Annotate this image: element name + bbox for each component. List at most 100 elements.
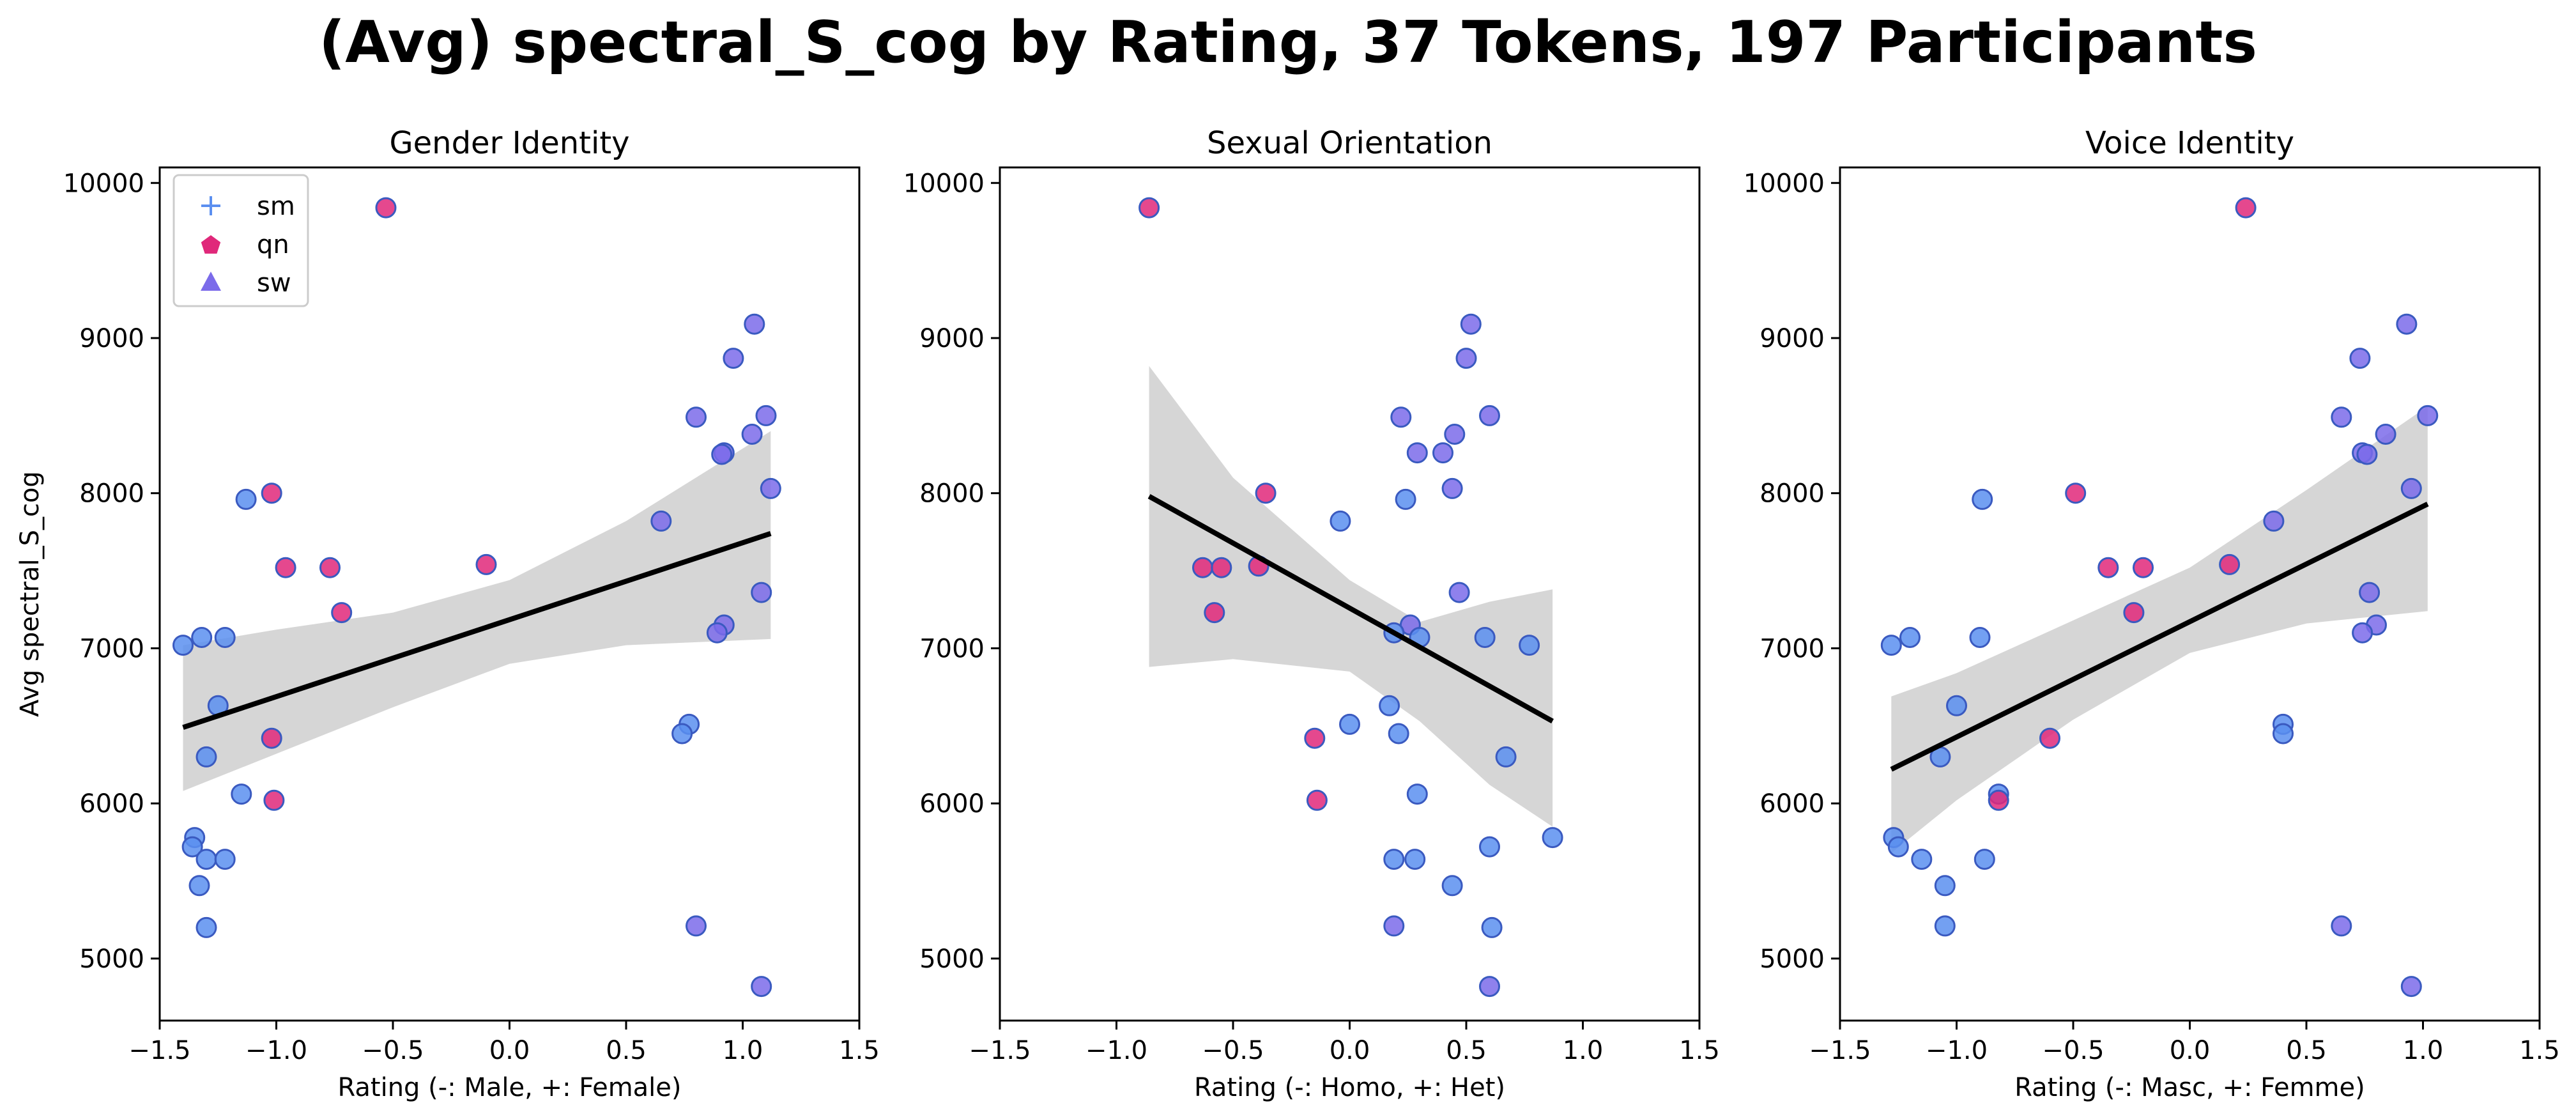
data-point-qn — [1306, 789, 1328, 811]
data-point-sm — [172, 635, 194, 656]
x-tick-label: −0.5 — [362, 1036, 424, 1065]
data-point-sw — [2400, 477, 2422, 499]
data-point-sm — [1934, 915, 1956, 937]
x-tick-label: 0.0 — [489, 1036, 530, 1065]
x-tick-label: −1.5 — [969, 1036, 1031, 1065]
data-point-sw — [723, 348, 744, 369]
data-point-sm — [191, 627, 213, 648]
y-tick-label: 9000 — [919, 324, 985, 353]
data-point-qn — [2039, 727, 2060, 749]
data-point-sm — [1406, 783, 1428, 805]
data-point-qn — [261, 727, 282, 749]
y-tick-label: 7000 — [919, 634, 985, 663]
y-tick-label: 8000 — [79, 479, 144, 509]
x-tick-label: 1.5 — [2519, 1036, 2560, 1065]
data-point-qn — [1138, 197, 1160, 219]
data-point-sw — [2331, 915, 2352, 937]
data-point-qn — [261, 482, 282, 504]
data-point-sw — [2375, 424, 2396, 445]
data-point-sw — [2400, 976, 2422, 998]
data-point-sm — [214, 627, 236, 648]
data-point-qn — [1255, 482, 1276, 504]
x-tick-label: −0.5 — [1202, 1036, 1264, 1065]
data-point-sm — [1379, 695, 1400, 716]
data-point-sw — [2356, 444, 2378, 465]
regression-line — [1890, 502, 2429, 772]
data-point-qn — [375, 197, 397, 219]
data-point-sm — [1887, 836, 1909, 858]
data-point-sw — [1479, 976, 1500, 998]
x-tick-label: −1.0 — [245, 1036, 307, 1065]
data-point-sm — [1899, 627, 1920, 648]
data-point-sw — [711, 444, 733, 465]
legend-label-qn: qn — [257, 230, 289, 259]
y-tick-label: 5000 — [919, 945, 985, 974]
data-point-sw — [1460, 313, 1482, 335]
data-point-sw — [1390, 406, 1412, 428]
data-point-sw — [760, 477, 781, 499]
x-tick-label: 1.0 — [723, 1036, 763, 1065]
x-tick-label: 0.0 — [1330, 1036, 1370, 1065]
data-point-sw — [744, 313, 765, 335]
y-tick-label: 7000 — [79, 634, 144, 663]
data-point-sm — [1339, 713, 1360, 735]
data-point-qn — [2219, 553, 2241, 575]
figure-title: (Avg) spectral_S_cog by Rating, 37 Token… — [319, 9, 2257, 76]
triangle-marker-icon — [201, 272, 221, 291]
x-tick-label: 0.5 — [1446, 1036, 1487, 1065]
legend-label-sw: sw — [257, 268, 291, 298]
data-point-sw — [755, 405, 777, 426]
data-point-sm — [235, 488, 257, 510]
data-point-sm — [1388, 723, 1409, 745]
subplot-2: −1.5 −1.0 −0.5 0.0 0.5 1.0 1.5 5000 6000 7000 8000… — [903, 125, 1720, 1102]
x-tick-label: 0.5 — [606, 1036, 647, 1065]
data-point-sm — [1542, 827, 1563, 849]
y-tick-label: 6000 — [1759, 789, 1825, 819]
regression-line — [182, 531, 772, 730]
subplot-3: −1.5 −1.0 −0.5 0.0 0.5 1.0 1.5 5000 6000 7000 8000… — [1744, 125, 2560, 1102]
confidence-band — [1891, 406, 2428, 853]
data-point-sw — [1455, 348, 1477, 369]
data-point-sm — [1330, 510, 1351, 532]
data-point-sm — [214, 849, 236, 870]
data-point-sm — [188, 875, 210, 897]
data-point-sm — [231, 783, 252, 805]
data-point-sm — [1934, 875, 1956, 897]
x-tick-label: −0.5 — [2042, 1036, 2104, 1065]
data-point-sw — [2263, 510, 2285, 532]
x-axis-label: Rating (-: Homo, +: Het) — [1194, 1073, 1505, 1102]
data-point-qn — [1211, 557, 1232, 578]
x-axis-label: Rating (-: Male, +: Female) — [337, 1073, 681, 1102]
data-point-sm — [1911, 849, 1933, 870]
confidence-band — [1149, 366, 1553, 827]
data-point-qn — [275, 557, 296, 578]
legend-box — [172, 174, 309, 307]
data-point-sw — [2359, 582, 2380, 603]
data-point-qn — [319, 557, 341, 578]
y-tick-label: 10000 — [903, 169, 985, 198]
regression-line — [1147, 494, 1554, 724]
x-tick-label: −1.0 — [1926, 1036, 1988, 1065]
data-point-sm — [1474, 627, 1496, 648]
data-point-sw — [1383, 915, 1405, 937]
data-point-sm — [1974, 849, 1995, 870]
data-point-sw — [686, 915, 707, 937]
data-point-sw — [2331, 406, 2352, 428]
data-point-sw — [2396, 313, 2418, 335]
y-tick-label: 5000 — [1759, 945, 1825, 974]
data-point-sm — [1441, 875, 1463, 897]
x-tick-label: 1.5 — [839, 1036, 880, 1065]
data-point-qn — [1304, 727, 1326, 749]
data-point-sm — [181, 836, 203, 858]
data-point-sw — [1441, 477, 1463, 499]
data-point-sm — [1519, 635, 1540, 656]
pentagon-marker-icon — [201, 235, 221, 254]
confidence-band — [183, 431, 771, 791]
data-point-sw — [706, 622, 728, 644]
data-point-qn — [2097, 557, 2119, 578]
data-point-sm — [195, 916, 217, 938]
data-point-sw — [751, 582, 772, 603]
data-point-sw — [2352, 622, 2373, 644]
data-point-qn — [2133, 557, 2154, 578]
